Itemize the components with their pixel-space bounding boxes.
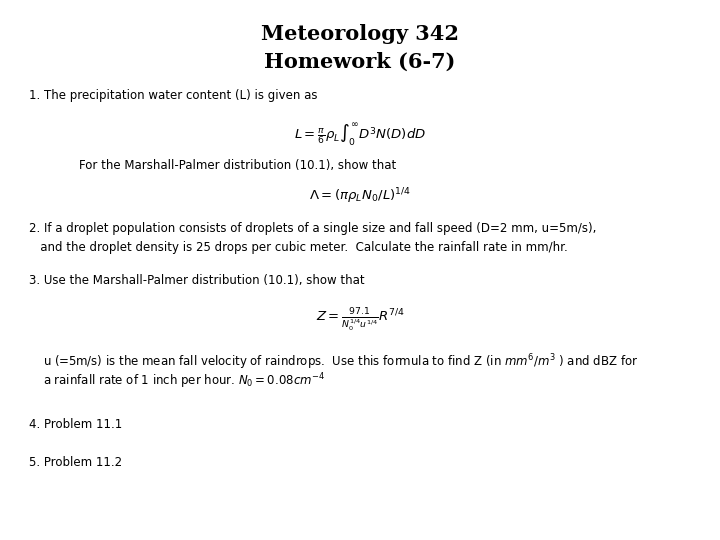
Text: Homework (6-7): Homework (6-7) (264, 51, 456, 71)
Text: 3. Use the Marshall-Palmer distribution (10.1), show that: 3. Use the Marshall-Palmer distribution … (29, 274, 364, 287)
Text: a rainfall rate of 1 inch per hour. $N_0 = 0.08\mathit{cm}^{-4}$: a rainfall rate of 1 inch per hour. $N_0… (43, 372, 325, 391)
Text: 4. Problem 11.1: 4. Problem 11.1 (29, 418, 122, 431)
Text: 2. If a droplet population consists of droplets of a single size and fall speed : 2. If a droplet population consists of d… (29, 222, 596, 235)
Text: 5. Problem 11.2: 5. Problem 11.2 (29, 456, 122, 469)
Text: Meteorology 342: Meteorology 342 (261, 24, 459, 44)
Text: 1. The precipitation water content (L) is given as: 1. The precipitation water content (L) i… (29, 89, 318, 102)
Text: $L = \frac{\pi}{6}\rho_L\int_0^{\infty} D^3 N(D)dD$: $L = \frac{\pi}{6}\rho_L\int_0^{\infty} … (294, 122, 426, 148)
Text: and the droplet density is 25 drops per cubic meter.  Calculate the rainfall rat: and the droplet density is 25 drops per … (29, 241, 567, 254)
Text: $Z = \frac{97.1}{N_0^{1/4} u^{1/4}} R^{7/4}$: $Z = \frac{97.1}{N_0^{1/4} u^{1/4}} R^{7… (315, 307, 405, 334)
Text: u (=5m/s) is the mean fall velocity of raindrops.  Use this formula to find Z (i: u (=5m/s) is the mean fall velocity of r… (43, 352, 639, 372)
Text: $\Lambda = (\pi\rho_L N_0 / L)^{1/4}$: $\Lambda = (\pi\rho_L N_0 / L)^{1/4}$ (309, 186, 411, 206)
Text: For the Marshall-Palmer distribution (10.1), show that: For the Marshall-Palmer distribution (10… (79, 159, 397, 172)
